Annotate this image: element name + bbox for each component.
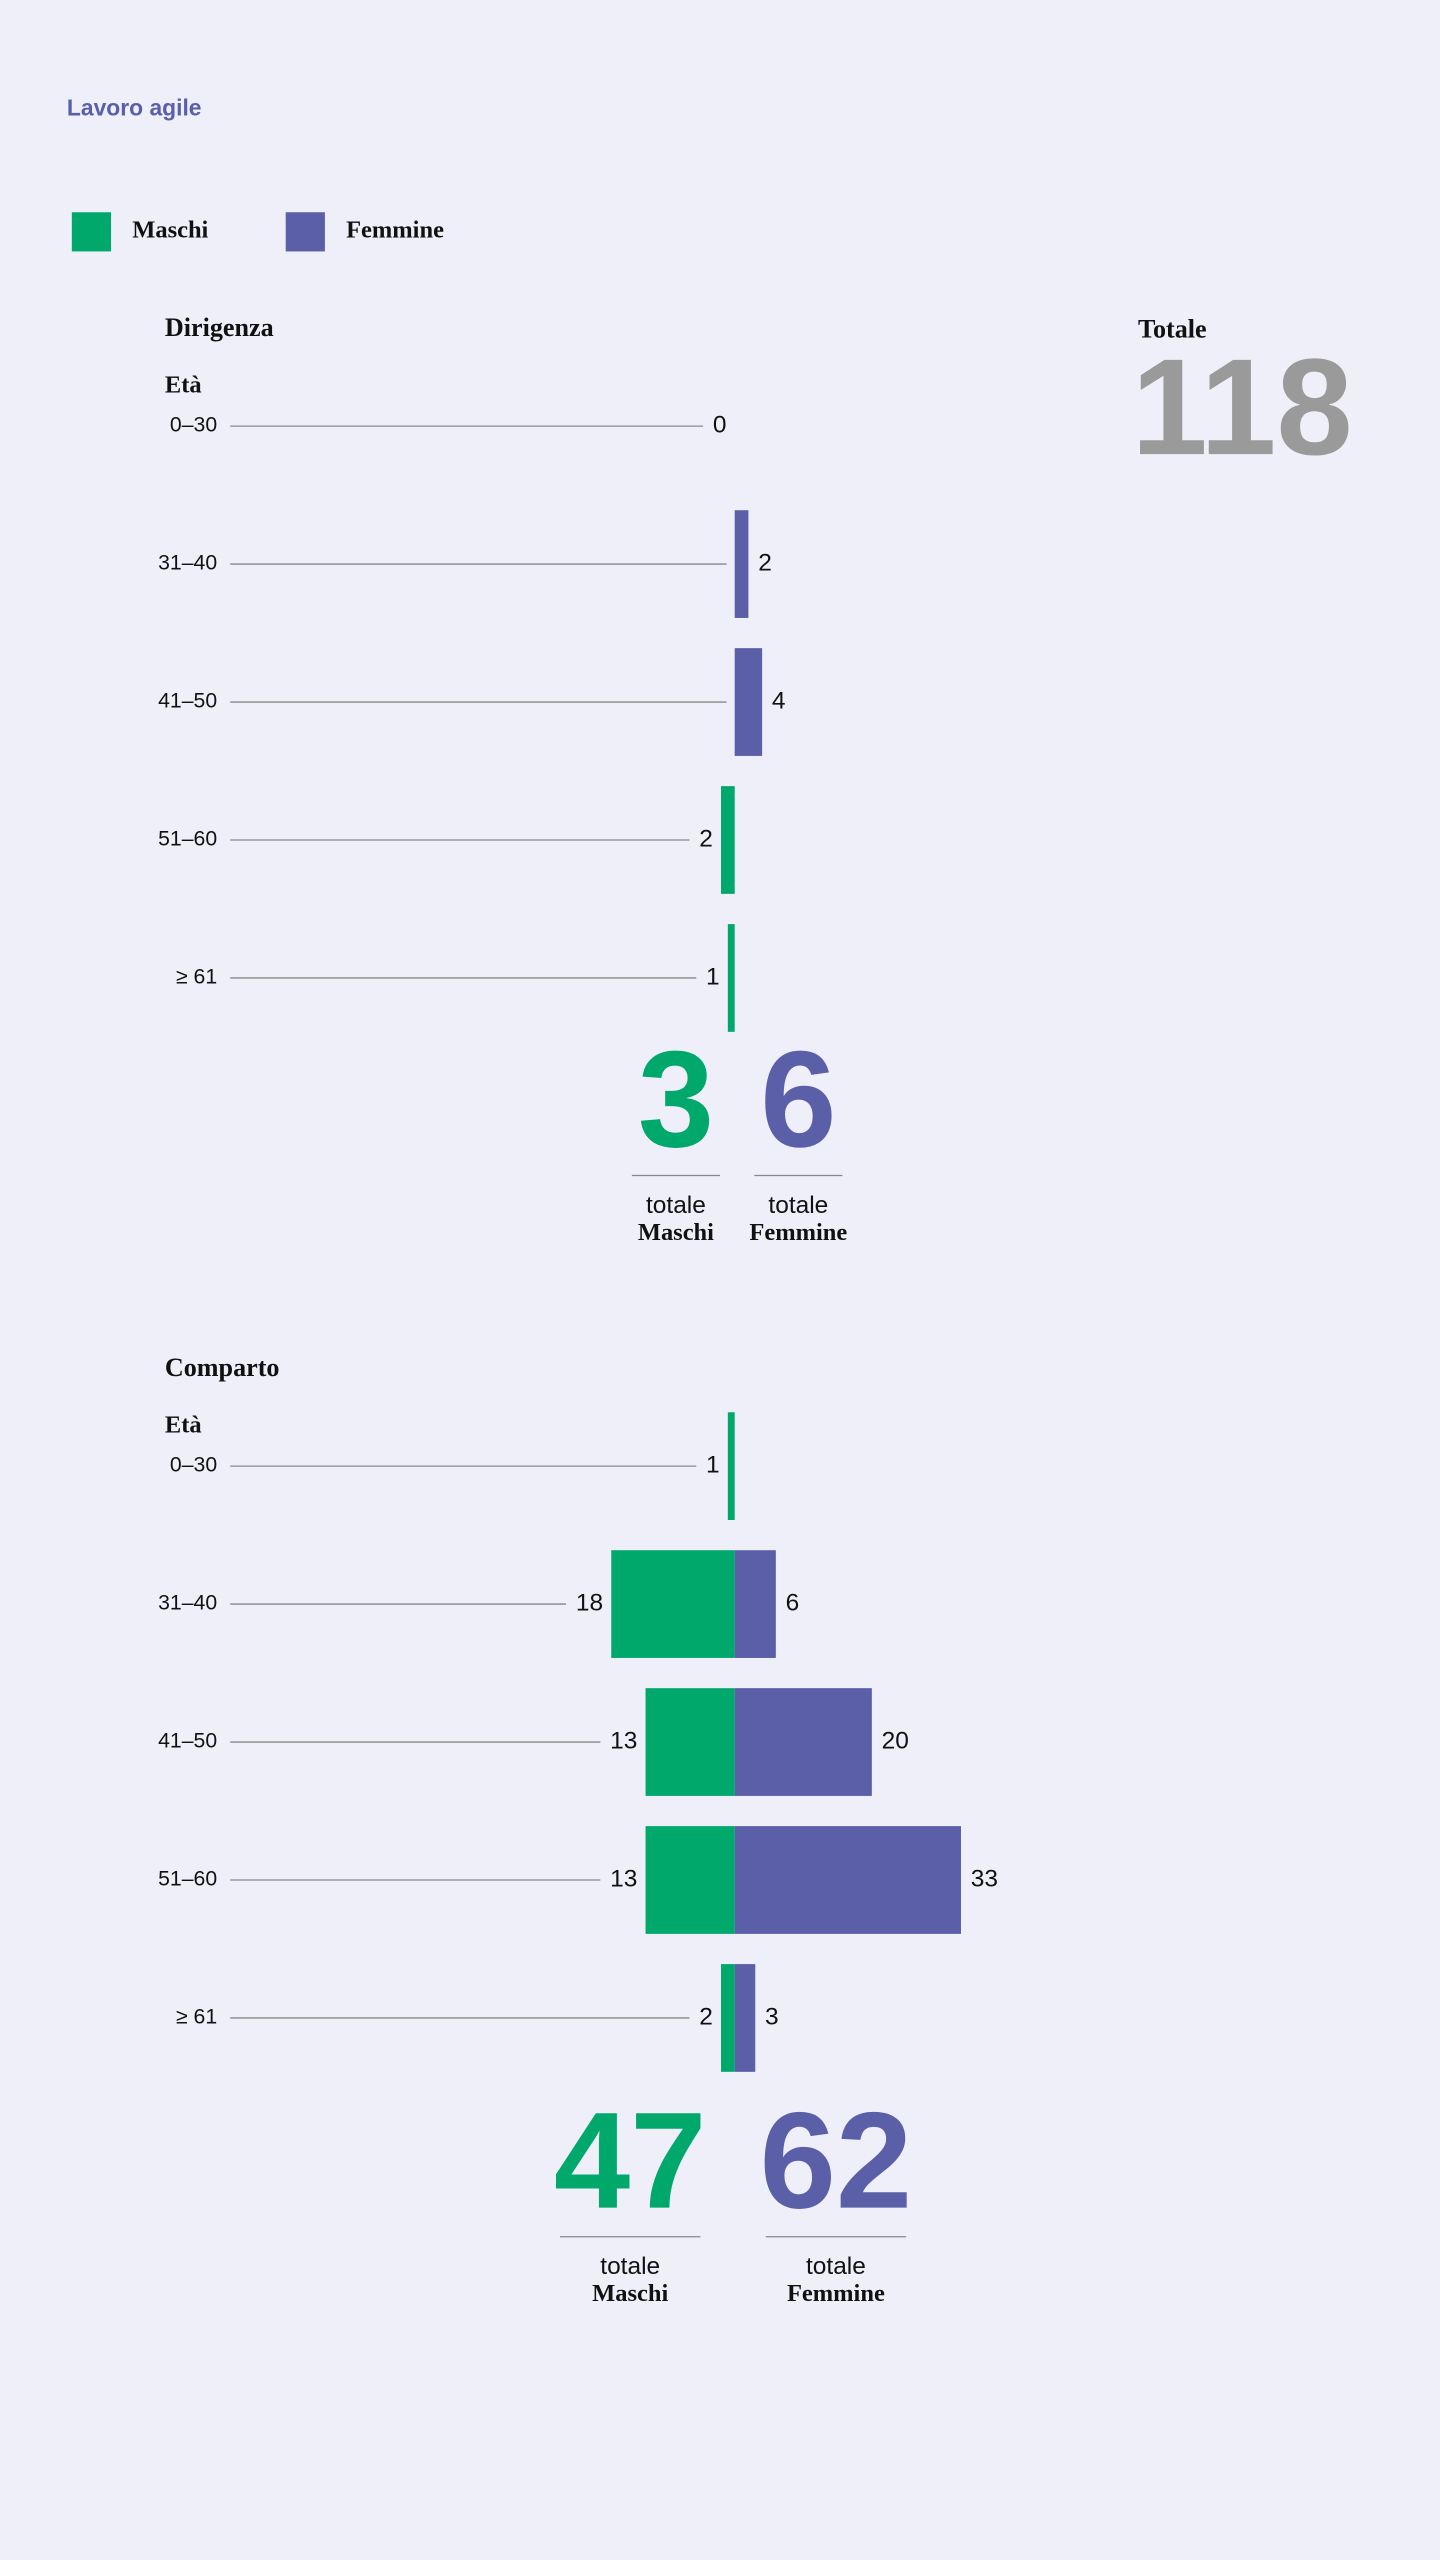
bar <box>734 1826 961 1934</box>
legend-swatch <box>71 212 112 252</box>
category-axis-label: Età <box>165 372 202 399</box>
value-label: 3 <box>765 2003 779 2030</box>
total-series-name: Femmine <box>787 2280 885 2307</box>
value-label: 2 <box>699 2003 713 2030</box>
total-series-name: Maschi <box>592 2280 668 2307</box>
total-number: 3 <box>638 1023 714 1176</box>
panel-title: Dirigenza <box>165 313 274 342</box>
value-label: 33 <box>971 1865 998 1892</box>
bar <box>734 1964 756 2072</box>
value-label: 2 <box>699 825 713 852</box>
total-series-name: Femmine <box>749 1219 847 1246</box>
bar <box>720 786 735 894</box>
category-label: 51–60 <box>158 1868 217 1891</box>
value-label: 0 <box>713 412 727 439</box>
bar <box>734 648 763 756</box>
value-label: 13 <box>610 1728 637 1755</box>
category-axis-label: Età <box>165 1412 202 1439</box>
total-caption: totale <box>646 1192 706 1219</box>
bar <box>727 924 735 1032</box>
category-label: ≥ 61 <box>176 966 217 989</box>
bar <box>645 1688 735 1796</box>
value-label: 13 <box>610 1865 637 1892</box>
panel-title: Comparto <box>165 1353 280 1382</box>
bar <box>734 510 749 618</box>
value-label: 18 <box>576 1590 603 1617</box>
bar <box>734 1688 872 1796</box>
category-label: ≥ 61 <box>176 2006 217 2029</box>
value-label: 4 <box>772 688 786 715</box>
legend-label: Maschi <box>132 216 208 243</box>
value-label: 1 <box>706 1452 720 1479</box>
value-label: 20 <box>882 1728 909 1755</box>
total-number: 62 <box>760 2085 913 2238</box>
category-label: 41–50 <box>158 690 217 713</box>
total-series-name: Maschi <box>638 1219 714 1246</box>
total-number: 6 <box>760 1023 836 1176</box>
category-label: 0–30 <box>170 1454 217 1477</box>
page-title: Lavoro agile <box>67 94 202 120</box>
category-label: 41–50 <box>158 1730 217 1753</box>
total-number: 47 <box>554 2085 707 2238</box>
bar <box>734 1550 776 1658</box>
total-label: Totale <box>1138 314 1207 343</box>
total-caption: totale <box>600 2253 660 2280</box>
value-label: 1 <box>706 963 720 990</box>
legend-swatch <box>285 212 325 252</box>
value-label: 2 <box>758 550 772 577</box>
bar <box>727 1412 735 1520</box>
total-caption: totale <box>806 2253 866 2280</box>
total-value: 118 <box>1131 331 1352 484</box>
category-label: 51–60 <box>158 828 217 851</box>
value-label: 6 <box>786 1590 800 1617</box>
category-label: 31–40 <box>158 552 217 575</box>
category-label: 31–40 <box>158 1592 217 1615</box>
total-caption: totale <box>768 1192 828 1219</box>
bar <box>611 1550 735 1658</box>
bar <box>720 1964 735 2072</box>
category-label: 0–30 <box>170 414 217 437</box>
bar <box>645 1826 735 1934</box>
legend-label: Femmine <box>346 216 444 243</box>
